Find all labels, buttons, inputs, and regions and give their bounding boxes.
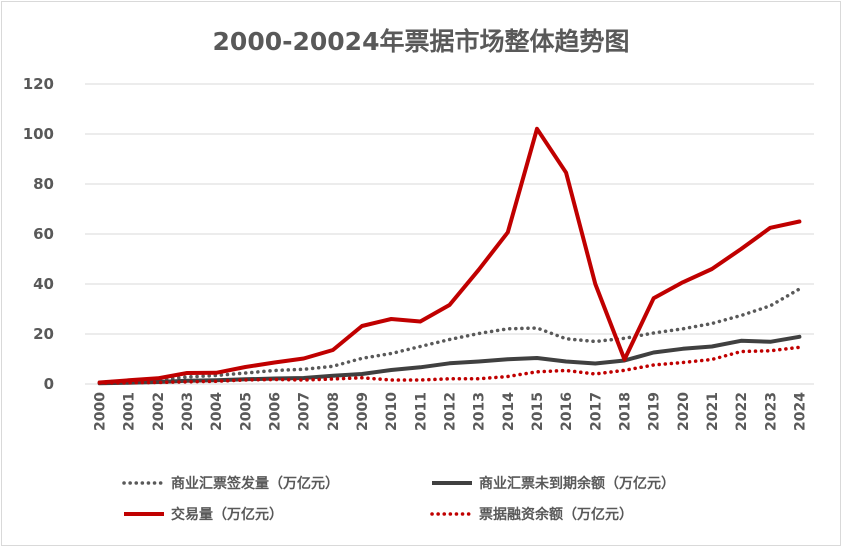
y-axis-ticks: 0 20 40 60 80 100 120 (23, 75, 54, 393)
x-tick-label: 2014 (501, 392, 517, 431)
x-tick-label: 2019 (647, 392, 663, 431)
x-tick-label: 2003 (180, 392, 196, 431)
series-lines (97, 126, 802, 386)
y-tick-label: 40 (33, 275, 54, 293)
y-tick-label: 0 (44, 375, 54, 393)
x-tick-label: 2010 (384, 392, 400, 431)
x-tick-label: 2008 (326, 392, 342, 431)
x-axis-ticks: 2000 2001 2002 2003 2004 2005 2006 2007 2008 2009… (93, 392, 809, 431)
x-tick-label: 2024 (792, 392, 808, 431)
x-tick-label: 2017 (588, 392, 604, 431)
x-tick-label: 2015 (530, 392, 546, 431)
y-tick-label: 100 (23, 125, 54, 143)
x-tick-label: 2023 (763, 392, 779, 431)
x-tick-label: 2020 (676, 392, 692, 431)
x-tick-label: 2002 (151, 392, 167, 431)
x-tick-label: 2004 (209, 392, 225, 431)
y-tick-label: 80 (33, 175, 54, 193)
x-tick-label: 2021 (705, 392, 721, 431)
x-tick-label: 2000 (93, 392, 109, 431)
x-tick-label: 2011 (413, 392, 429, 431)
legend: 商业汇票签发量（万亿元） 商业汇票未到期余额（万亿元） 交易量（万亿元） 票据融资余额… (122, 475, 675, 523)
legend-label-2: 交易量（万亿元） (171, 506, 283, 523)
x-tick-label: 2009 (355, 392, 371, 431)
series-line-0 (97, 287, 802, 385)
x-tick-label: 2022 (734, 392, 750, 431)
x-tick-label: 2012 (443, 392, 459, 431)
grid-lines (85, 83, 814, 385)
series-line-2 (97, 126, 802, 385)
y-tick-label: 60 (33, 225, 54, 243)
x-tick-label: 2013 (472, 392, 488, 431)
chart-title: 2000-20024年票据市场整体趋势图 (213, 27, 630, 56)
x-tick-label: 2018 (617, 392, 633, 431)
series-line-3 (97, 345, 802, 385)
x-tick-label: 2007 (297, 392, 313, 431)
y-tick-label: 120 (23, 75, 54, 93)
x-tick-label: 2005 (238, 392, 254, 431)
legend-label-1: 商业汇票未到期余额（万亿元） (479, 475, 675, 492)
legend-label-3: 票据融资余额（万亿元） (479, 506, 633, 523)
y-tick-label: 20 (33, 325, 54, 343)
x-tick-label: 2016 (559, 392, 575, 431)
x-tick-label: 2006 (268, 392, 284, 431)
legend-label-0: 商业汇票签发量（万亿元） (171, 475, 339, 492)
x-tick-label: 2001 (122, 392, 138, 431)
